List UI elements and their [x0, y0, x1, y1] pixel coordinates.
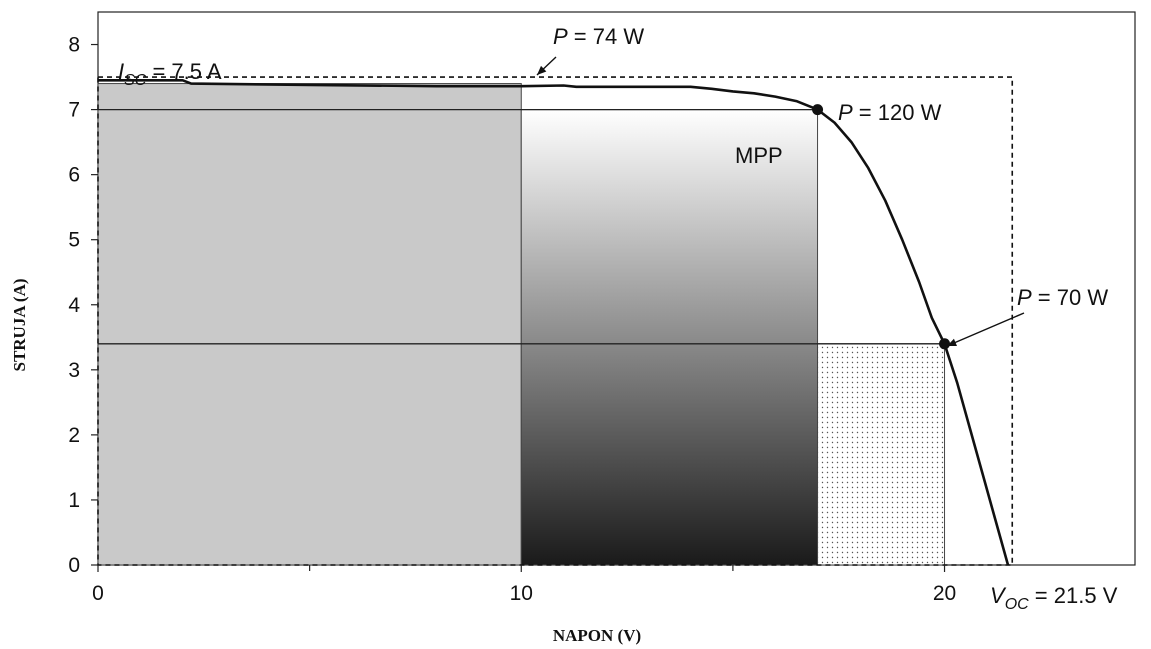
isc-voc-dashed-rect — [97, 76, 1014, 566]
voc-annotation-value: = 21.5 V — [1029, 583, 1118, 608]
y-tick-label: 1 — [68, 489, 80, 512]
p70-annotation-value: = 70 W — [1032, 285, 1109, 310]
x-axis-title: NAPON (V) — [553, 626, 641, 645]
power-rect-high-voltage — [817, 343, 946, 566]
y-tick-label: 7 — [68, 99, 80, 122]
x-tick-label: 10 — [510, 582, 533, 605]
isc-annotation-value: = 7.5 A — [146, 59, 222, 84]
y-tick-label: 4 — [68, 294, 80, 317]
y-tick-label: 6 — [68, 164, 80, 187]
y-tick-label: 5 — [68, 229, 80, 252]
mpp-point — [812, 104, 824, 116]
voc-annotation-symbol: V — [990, 583, 1007, 608]
power-rect-mpp — [520, 109, 819, 566]
p120-annotation-symbol: P — [838, 100, 853, 125]
x-tick-label: 0 — [92, 582, 104, 605]
isc-annotation: ISC = 7.5 A — [118, 59, 222, 89]
voc-annotation: VOC = 21.5 V — [990, 583, 1118, 613]
power-rect-low-voltage — [97, 83, 522, 566]
y-tick-label: 2 — [68, 424, 80, 447]
p74-annotation: P = 74 W — [553, 24, 644, 49]
iv-curve-line — [98, 79, 1010, 566]
p70-annotation-symbol: P — [1017, 285, 1032, 310]
voc-annotation-subscript: OC — [1005, 596, 1029, 613]
p70-annotation: P = 70 W — [1017, 285, 1108, 310]
plot-area: 0 10 20 0 1 2 3 4 5 6 7 8 — [68, 11, 1136, 605]
mpp-label: MPP — [735, 143, 783, 168]
p70-point — [939, 338, 951, 350]
p70-arrow — [946, 312, 1025, 347]
p120-annotation-value: = 120 W — [853, 100, 942, 125]
y-tick-label: 3 — [68, 359, 80, 382]
p74-annotation-value: = 74 W — [568, 24, 645, 49]
y-tick-label: 0 — [68, 554, 80, 577]
isc-annotation-subscript: SC — [124, 72, 147, 89]
y-axis-title: STRUJA (A) — [10, 278, 29, 371]
p74-annotation-symbol: P — [553, 24, 568, 49]
p120-annotation: P = 120 W — [838, 100, 942, 125]
y-tick-label: 8 — [68, 34, 80, 57]
x-tick-label: 20 — [933, 582, 956, 605]
isc-annotation-symbol: I — [118, 59, 124, 84]
p74-arrow — [536, 56, 557, 76]
